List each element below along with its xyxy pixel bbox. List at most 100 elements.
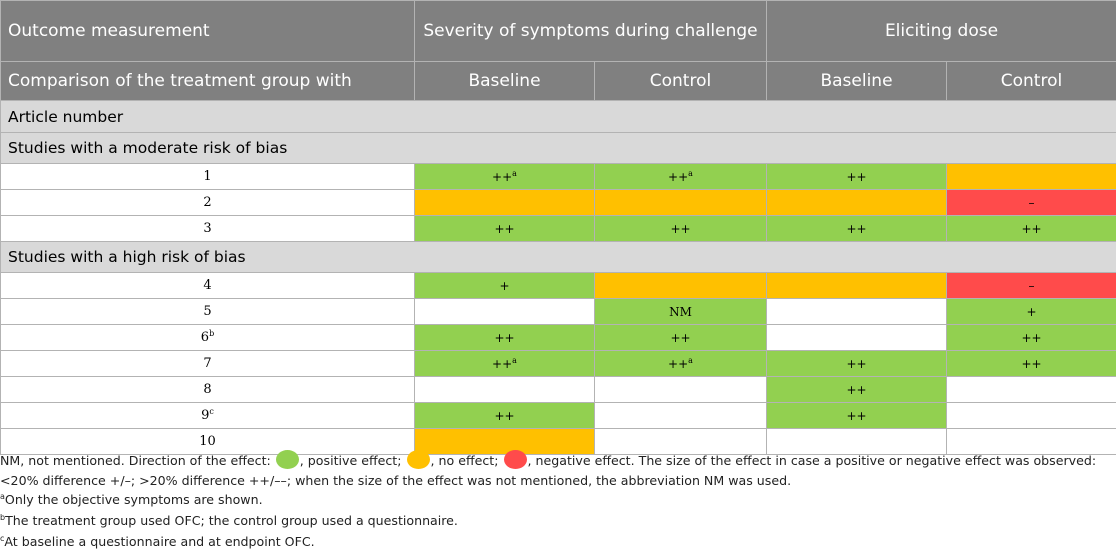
table-row: 9c ++ ++: [0, 402, 1116, 429]
article-number-cell: 8: [0, 376, 415, 403]
dose-control-header: Control: [946, 61, 1116, 101]
effect-footnote-mark: a: [512, 168, 517, 178]
article-number: 1: [203, 169, 212, 184]
article-number: 2: [203, 195, 212, 210]
article-number-cell: 2: [0, 189, 415, 216]
dose-baseline-cell: ++: [766, 215, 947, 242]
footnote-c-mark: c: [0, 534, 5, 543]
severity-control-cell: ++a: [594, 163, 767, 190]
severity-group-header: Severity of symptoms during challenge: [414, 0, 767, 62]
effect-value: ++: [670, 330, 691, 345]
severity-baseline-cell: ++a: [414, 350, 595, 377]
severity-control-cell: [594, 189, 767, 216]
section-row-high: Studies with a high risk of bias: [0, 241, 1116, 273]
dose-baseline-cell: ++: [766, 402, 947, 429]
dose-baseline-header: Baseline: [766, 61, 947, 101]
severity-baseline-header: Baseline: [414, 61, 595, 101]
article-footnote-mark: b: [209, 329, 215, 338]
footnote-c: cAt baseline a questionnaire and at endp…: [0, 534, 315, 549]
table-row: 6b ++ ++ ++: [0, 324, 1116, 351]
effect-value: ++: [494, 221, 515, 236]
effect-value: ++: [846, 169, 867, 184]
severity-baseline-cell: [414, 376, 595, 403]
no-effect-dot-icon: [406, 450, 430, 469]
severity-baseline-cell: ++: [414, 402, 595, 429]
footnote-c-text: At baseline a questionnaire and at endpo…: [4, 534, 315, 549]
table-row: 5 NM +: [0, 298, 1116, 325]
article-number-cell: 5: [0, 298, 415, 325]
legend-intro: NM, not mentioned. Direction of the effe…: [0, 453, 271, 468]
severity-control-cell: [594, 428, 767, 455]
severity-baseline-cell: ++a: [414, 163, 595, 190]
article-number: 8: [203, 382, 212, 397]
dose-control-cell: ++: [946, 324, 1116, 351]
article-number-cell: 6b: [0, 324, 415, 351]
article-number-cell: 10: [0, 428, 415, 455]
section-row-moderate: Studies with a moderate risk of bias: [0, 132, 1116, 164]
effect-value: ++: [668, 356, 689, 371]
effect-value: ++: [846, 221, 867, 236]
effect-value: NM: [669, 304, 692, 319]
article-number-label: Article number: [0, 100, 1116, 133]
eliciting-dose-group-header: Eliciting dose: [766, 0, 1116, 62]
legend-neutral: , no effect;: [430, 453, 499, 468]
severity-baseline-cell: [414, 298, 595, 325]
severity-control-cell: ++a: [594, 350, 767, 377]
article-number-cell: 4: [0, 272, 415, 299]
article-number: 9: [201, 408, 210, 423]
negative-effect-dot-icon: [503, 450, 527, 469]
table-row: 7 ++a ++a ++ ++: [0, 350, 1116, 377]
dose-control-cell: [946, 402, 1116, 429]
table-row: 3 ++ ++ ++ ++: [0, 215, 1116, 242]
effect-footnote-mark: a: [512, 355, 517, 365]
table-row: 4 + –: [0, 272, 1116, 299]
comparison-header: Comparison of the treatment group with: [0, 61, 415, 101]
dose-baseline-cell: [766, 428, 947, 455]
dose-control-cell: –: [946, 272, 1116, 299]
severity-baseline-cell: ++: [414, 215, 595, 242]
effect-value: ++: [492, 356, 513, 371]
article-number: 3: [203, 221, 212, 236]
effect-value: ++: [846, 382, 867, 397]
dose-control-cell: ++: [946, 215, 1116, 242]
footnote-a-mark: a: [0, 492, 5, 501]
severity-control-cell: ++: [594, 324, 767, 351]
article-footnote-mark: c: [209, 407, 214, 416]
effect-value: –: [1028, 278, 1035, 293]
severity-control-cell: [594, 376, 767, 403]
effect-value: +: [1026, 304, 1037, 319]
dose-control-cell: [946, 376, 1116, 403]
effect-value: ++: [846, 408, 867, 423]
effect-value: ++: [846, 356, 867, 371]
dose-control-cell: [946, 428, 1116, 455]
effect-value: ++: [1021, 221, 1042, 236]
effect-value: ++: [494, 408, 515, 423]
article-number-cell: 7: [0, 350, 415, 377]
legend-negative: , negative effect. The size of the effec…: [0, 453, 1097, 488]
section-moderate-label: Studies with a moderate risk of bias: [0, 132, 1116, 164]
footnote-b-text: The treatment group used OFC; the contro…: [5, 513, 458, 528]
severity-baseline-cell: [414, 428, 595, 455]
dose-baseline-cell: ++: [766, 350, 947, 377]
dose-control-cell: –: [946, 189, 1116, 216]
article-number-cell: 3: [0, 215, 415, 242]
table-figure: Outcome measurement Severity of symptoms…: [0, 0, 1116, 455]
severity-baseline-cell: +: [414, 272, 595, 299]
footnote-b-mark: b: [0, 513, 6, 522]
article-number: 5: [203, 304, 212, 319]
severity-control-cell: [594, 402, 767, 429]
table-row: 2–: [0, 189, 1116, 216]
article-number-cell: 9c: [0, 402, 415, 429]
dose-baseline-cell: ++: [766, 163, 947, 190]
table-row: 10: [0, 428, 1116, 455]
table-row: 1 ++a ++a ++: [0, 163, 1116, 190]
article-number-row: Article number: [0, 100, 1116, 133]
severity-control-header: Control: [594, 61, 767, 101]
effect-value: ++: [492, 169, 513, 184]
severity-baseline-cell: ++: [414, 324, 595, 351]
severity-control-cell: NM: [594, 298, 767, 325]
article-number: 6: [200, 330, 210, 345]
results-table: Outcome measurement Severity of symptoms…: [0, 0, 1116, 455]
severity-control-cell: [594, 272, 767, 299]
footnote-b: bThe treatment group used OFC; the contr…: [0, 513, 458, 528]
